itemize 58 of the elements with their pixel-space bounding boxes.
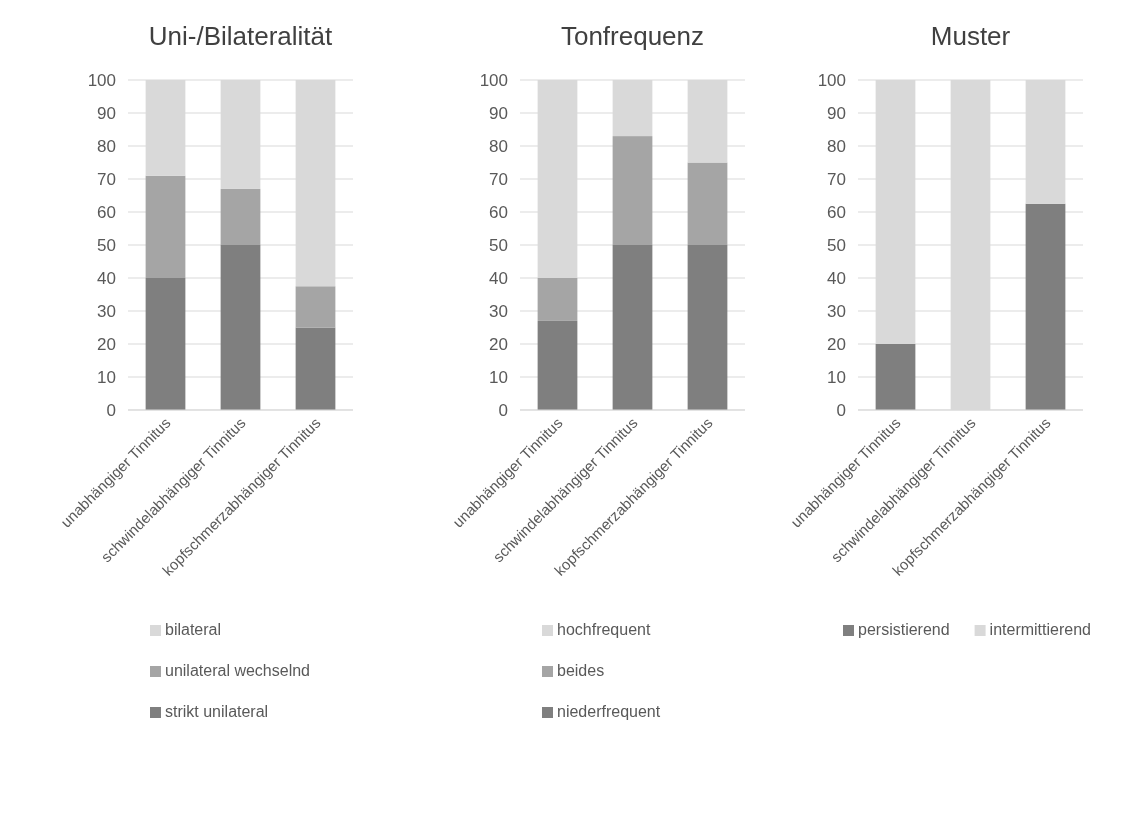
y-tick-label: 10	[827, 368, 846, 387]
legend-label: strikt unilateral	[165, 703, 269, 720]
y-tick-label: 100	[87, 71, 116, 90]
chart-title: Tonfrequenz	[560, 21, 705, 51]
y-tick-label: 90	[827, 104, 846, 123]
y-tick-label: 90	[489, 104, 508, 123]
bar	[145, 175, 186, 278]
bar	[295, 286, 336, 328]
y-tick-label: 100	[817, 71, 846, 90]
legend-label: bilateral	[165, 621, 222, 638]
y-tick-label: 30	[827, 302, 846, 321]
legend-label: niederfrequent	[557, 703, 661, 720]
bar	[612, 245, 653, 410]
bar	[612, 136, 653, 245]
y-tick-label: 60	[827, 203, 846, 222]
y-tick-label: 80	[97, 137, 116, 156]
y-tick-label: 60	[489, 203, 508, 222]
bar	[145, 278, 186, 410]
legend-label: beides	[557, 662, 605, 679]
y-tick-label: 40	[489, 269, 508, 288]
bar	[875, 344, 916, 410]
y-tick-label: 80	[489, 137, 508, 156]
y-tick-label: 40	[97, 269, 116, 288]
bar	[537, 278, 578, 321]
y-tick-label: 60	[97, 203, 116, 222]
y-tick-label: 50	[97, 236, 116, 255]
y-tick-label: 0	[498, 401, 508, 420]
y-tick-label: 100	[479, 71, 508, 90]
y-tick-label: 70	[827, 170, 846, 189]
legend-label: intermittierend	[989, 621, 1091, 638]
bar	[687, 245, 728, 410]
y-tick-label: 40	[827, 269, 846, 288]
bar	[295, 327, 336, 410]
y-tick-label: 70	[97, 170, 116, 189]
chart-title: Uni-/Bilateralität	[148, 21, 334, 51]
y-tick-label: 20	[489, 335, 508, 354]
y-tick-label: 70	[489, 170, 508, 189]
legend-label: hochfrequent	[557, 621, 651, 638]
y-tick-label: 50	[827, 236, 846, 255]
bar	[537, 320, 578, 410]
chart-title: Muster	[930, 21, 1011, 51]
y-tick-label: 20	[97, 335, 116, 354]
bar	[220, 188, 261, 245]
y-tick-label: 20	[827, 335, 846, 354]
legend-label: unilateral wechselnd	[165, 662, 310, 679]
y-tick-label: 90	[97, 104, 116, 123]
y-tick-label: 0	[106, 401, 116, 420]
y-tick-label: 30	[97, 302, 116, 321]
bar	[1025, 203, 1066, 410]
y-tick-label: 10	[97, 368, 116, 387]
y-tick-label: 10	[489, 368, 508, 387]
bar	[220, 245, 261, 410]
y-tick-label: 50	[489, 236, 508, 255]
legend-label: persistierend	[858, 621, 950, 638]
y-tick-label: 30	[489, 302, 508, 321]
y-tick-label: 0	[836, 401, 846, 420]
bar	[687, 162, 728, 245]
y-tick-label: 80	[827, 137, 846, 156]
